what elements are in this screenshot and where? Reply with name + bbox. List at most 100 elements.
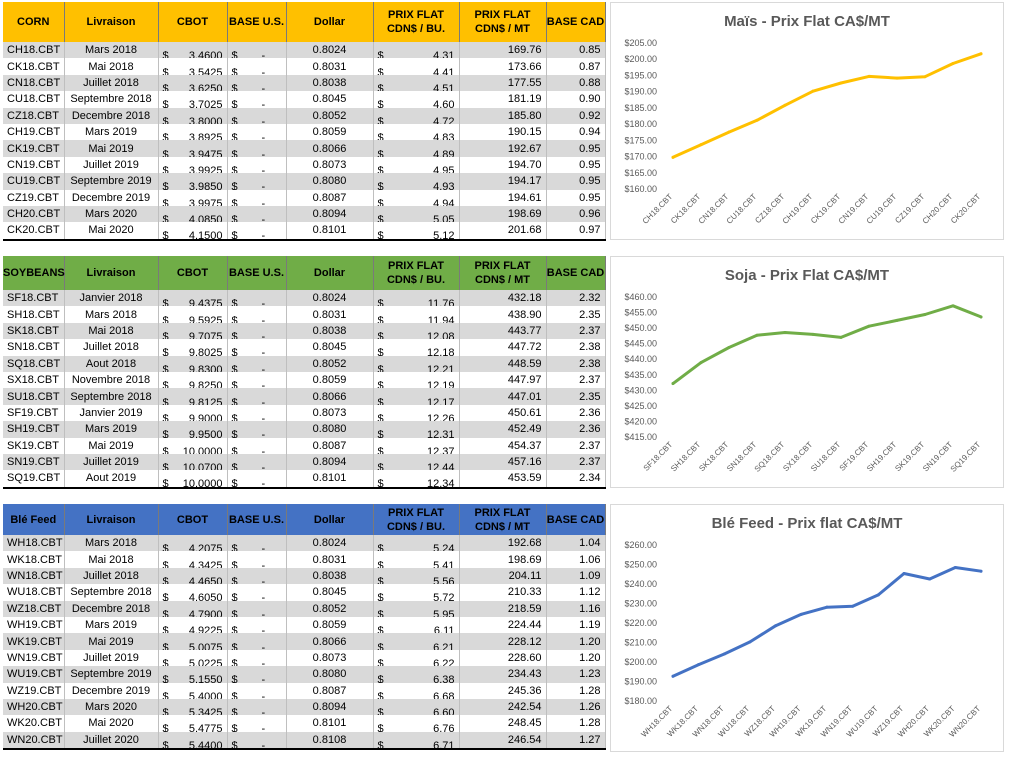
- y-tick-label: $200.00: [624, 657, 657, 667]
- dollar-sign: $: [162, 739, 169, 750]
- cbot-price: $9.9000: [158, 404, 228, 422]
- dollar-sign: $: [377, 396, 384, 405]
- base-cad: 0.95: [546, 189, 606, 206]
- base-us: $ -: [227, 731, 287, 751]
- dollar-sign: $: [231, 575, 238, 585]
- base-cad: 0.85: [546, 42, 606, 59]
- data-point: [727, 130, 731, 134]
- prix-flat-bu: $12.26: [373, 404, 460, 422]
- cbot-price: $4.1500: [158, 222, 228, 241]
- delivery-month: Mars 2019: [64, 123, 159, 141]
- table-row: SK18.CBT Mai 2018 $9.7075 $ -0.8038 $12.08 443…: [3, 322, 606, 340]
- dollar-sign: $: [162, 363, 169, 372]
- exchange-rate: 0.8031: [286, 306, 374, 323]
- prix-flat-bu: $4.51: [373, 74, 460, 92]
- base-cad-header: BASE CAD: [546, 504, 606, 535]
- dollar-sign: $: [377, 347, 384, 356]
- data-point: [895, 318, 899, 322]
- prix-flat-bu-value: 5.05: [433, 214, 455, 223]
- contract-code: WH20.CBT: [3, 698, 65, 716]
- cbot-price: $4.9225: [158, 616, 228, 634]
- base-us: $ -: [227, 666, 287, 683]
- prix-flat-mt: 228.12: [459, 633, 547, 650]
- base-us: $ -: [227, 682, 287, 699]
- mais-line-chart: $160.00 $165.00 $170.00 $175.00 $180.00 $185.…: [624, 38, 983, 226]
- delivery-month: Mai 2019: [64, 437, 159, 454]
- delivery-month: Mai 2018: [64, 551, 159, 568]
- contract-code: SK18.CBT: [3, 322, 65, 340]
- y-tick-label: $455.00: [624, 308, 657, 318]
- base-us-value: -: [261, 363, 266, 372]
- dollar-sign: $: [162, 314, 169, 323]
- delivery-month: Mars 2020: [64, 698, 159, 716]
- exchange-rate: 0.8087: [286, 682, 374, 699]
- cbot-price-value: 4.7900: [188, 608, 223, 617]
- table-row: WN20.CBT Juillet 2020 $5.4400 $ -0.8108 $6.71…: [3, 731, 606, 751]
- base-us: $ -: [227, 404, 287, 422]
- data-point: [722, 652, 726, 656]
- delivery-month: Juillet 2018: [64, 74, 159, 92]
- base-us: $ -: [227, 58, 287, 75]
- table-row: SQ19.CBT Aout 2019 $10.0000 $ -0.8101 $12.34 4…: [3, 470, 606, 489]
- prix-flat-bu: $11.94: [373, 306, 460, 323]
- base-us: $ -: [227, 222, 287, 241]
- exchange-rate: 0.8024: [286, 42, 374, 59]
- contract-code: SQ18.CBT: [3, 355, 65, 372]
- base-cad: 2.35: [546, 388, 606, 405]
- dollar-sign: $: [162, 690, 169, 699]
- contract-code: CH18.CBT: [3, 42, 65, 59]
- prix-flat-bu-value: 12.08: [426, 330, 455, 340]
- prix-flat-bu: $5.05: [373, 205, 460, 223]
- delivery-month: Juillet 2019: [64, 649, 159, 667]
- exchange-rate: 0.8059: [286, 123, 374, 141]
- chart-title: Maïs - Prix Flat CA$/MT: [724, 13, 890, 30]
- prix-flat-bu: $4.31: [373, 42, 460, 59]
- data-point: [867, 74, 871, 78]
- x-tick-label: SH18.CBT: [669, 440, 702, 473]
- base-us-value: -: [261, 314, 266, 323]
- delivery-month: Decembre 2018: [64, 600, 159, 617]
- dollar-sign: $: [162, 115, 169, 124]
- prix-flat-mt: 224.44: [459, 616, 547, 634]
- base-us: $ -: [227, 339, 287, 356]
- table-row: WK20.CBT Mai 2020 $5.4775 $ -0.8101 $6.76 248.…: [3, 715, 606, 732]
- base-us-value: -: [261, 608, 266, 617]
- cbot-header: CBOT: [158, 504, 228, 535]
- dollar-sign: $: [162, 641, 169, 650]
- dollar-sign: $: [231, 115, 238, 124]
- cbot-price-value: 5.0075: [188, 641, 223, 650]
- dollar-sign: $: [377, 132, 384, 141]
- contract-code: WN19.CBT: [3, 649, 65, 667]
- exchange-rate: 0.8087: [286, 437, 374, 454]
- prix-flat-mt: 438.90: [459, 306, 547, 323]
- data-point: [839, 335, 843, 339]
- y-tick-label: $165.00: [624, 168, 657, 178]
- base-cad: 2.35: [546, 306, 606, 323]
- base-us: $ -: [227, 698, 287, 716]
- y-tick-label: $190.00: [624, 87, 657, 97]
- cbot-price: $5.3425: [158, 698, 228, 716]
- prix-flat-mt: 181.19: [459, 91, 547, 108]
- dollar-sign: $: [162, 99, 169, 108]
- dollar-sign: $: [162, 380, 169, 389]
- base-us: $ -: [227, 453, 287, 471]
- series-line: [671, 566, 983, 678]
- dollar-sign: $: [231, 592, 238, 601]
- y-tick-label: $220.00: [624, 618, 657, 628]
- prix-flat-mt: 443.77: [459, 322, 547, 340]
- prix-flat-mt: 194.70: [459, 156, 547, 174]
- base-us-value: -: [261, 99, 266, 108]
- table-row: WH19.CBT Mars 2019 $4.9225 $ -0.8059 $6.11 224…: [3, 616, 606, 634]
- dollar-sign: $: [162, 625, 169, 634]
- base-us: $ -: [227, 551, 287, 568]
- data-point: [867, 324, 871, 328]
- base-us-value: -: [261, 543, 266, 552]
- base-us-value: -: [261, 657, 266, 667]
- data-point: [839, 81, 843, 85]
- x-tick-label: SQ19.CBT: [949, 440, 983, 474]
- prix-flat-bu-value: 6.60: [433, 707, 455, 716]
- prix-flat-mt: 450.61: [459, 404, 547, 422]
- base-us: $ -: [227, 388, 287, 405]
- contract-code: SK19.CBT: [3, 437, 65, 454]
- contract-code: SU18.CBT: [3, 388, 65, 405]
